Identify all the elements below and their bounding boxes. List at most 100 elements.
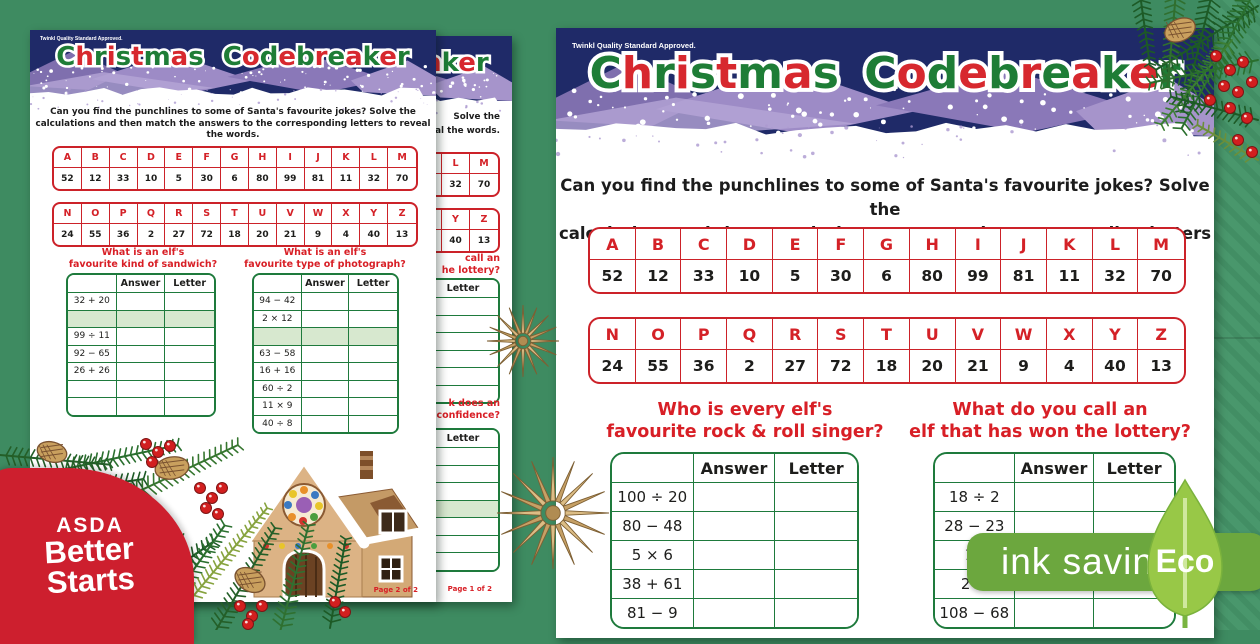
code-letter-cell: N [54,204,82,224]
splatter-speck [658,141,660,143]
calculation-cell: 60 ÷ 2 [254,381,302,399]
snow-speck [188,88,191,91]
splatter-speck [433,94,435,96]
snow-speck [853,112,859,117]
splatter-speck [211,93,212,94]
splatter-speck [1198,152,1201,155]
code-value-cell: 70 [1138,260,1184,292]
answer-table-fragment: Letter [426,428,500,572]
snow-speck [40,82,42,84]
code-letter-cell: T [221,204,249,224]
blank-answer-cell [428,298,498,316]
code-value-cell: 5 [773,260,819,292]
blank-answer-cell [775,599,857,627]
code-letter-cell: S [193,204,221,224]
snow-speck [847,133,849,135]
code-value-cell: 30 [818,260,864,292]
splatter-speck [258,102,261,104]
snow-speck [801,111,807,116]
answer-table-header: Letter [428,280,498,298]
code-value-cell: 72 [193,224,221,245]
code-letter-cell: P [681,319,727,350]
snow-speck [1035,128,1036,129]
splatter-speck [206,90,207,91]
snow-speck [400,85,403,88]
code-value-cell: 30 [193,168,221,189]
holly-berry [247,611,258,622]
splatter-speck [68,88,70,90]
blank-answer-cell [302,311,350,329]
code-letter-cell: N [590,319,636,350]
blank-answer-cell [428,368,498,386]
title-fill-layer: Christmas Codebreaker [556,48,1214,99]
code-letter-cell: R [165,204,193,224]
calculation-cell: 108 − 68 [935,599,1015,627]
snow-speck [324,84,325,85]
snow-speck [636,124,642,129]
calculation-cell: 94 − 42 [254,293,302,311]
code-letter-cell: R [773,319,819,350]
snow-speck [155,89,157,91]
code-value-cell: 11 [1047,260,1093,292]
blank-answer-cell [349,328,397,346]
splatter-speck [85,90,87,92]
snow-speck [676,119,678,121]
splatter-speck [138,103,140,105]
splatter-speck [320,88,323,90]
calculation-cell: 18 ÷ 2 [935,483,1015,512]
answer-table-header [935,454,1015,483]
snow-speck [1144,115,1146,117]
snow-speck [813,119,818,124]
code-value-cell: 80 [910,260,956,292]
blank-answer-cell [165,363,214,381]
splatter-speck [844,126,848,130]
code-letter-cell: G [864,229,910,260]
snow-speck [472,88,475,91]
splatter-speck [398,91,399,92]
blank-answer-cell [117,398,166,415]
snow-speck [42,87,45,90]
splatter-speck [910,125,913,128]
code-letter-cell: W [1001,319,1047,350]
code-letter-cell: L [360,148,388,168]
calculation-cell: 5 × 6 [612,541,694,570]
snow-speck [240,91,242,93]
splatter-speck [181,94,182,95]
code-letter-cell: M [1138,229,1184,260]
answer-table-header: Answer [302,275,350,293]
splatter-speck [97,100,98,101]
code-letter-cell: X [1047,319,1093,350]
calculation-cell [254,328,302,346]
blank-answer-cell [428,448,498,466]
code-letter-cell: Z [470,210,498,230]
calculation-cell: 63 − 58 [254,346,302,364]
blank-answer-cell [302,363,350,381]
code-value-cell: 70 [388,168,416,189]
holly-berry [257,601,268,612]
code-letter-cell: L [1093,229,1139,260]
splatter-speck [390,100,392,102]
splatter-speck [787,127,788,128]
code-letter-cell: H [249,148,277,168]
blank-answer-cell [775,512,857,541]
blank-answer-cell [349,311,397,329]
snow-speck [776,131,781,135]
code-letter-cell: V [956,319,1002,350]
splatter-speck [137,90,138,91]
title-fill-layer: Christmas Codebreaker [30,42,436,72]
blank-answer-cell [165,328,214,346]
blank-answer-cell [165,346,214,364]
splatter-speck [811,152,815,155]
code-value-cell: 52 [54,168,82,189]
snow-speck [1001,116,1007,122]
splatter-speck [277,99,279,101]
code-letter-cell: U [249,204,277,224]
snow-speck [304,86,306,88]
code-letter-cell: K [332,148,360,168]
code-letter-cell: J [305,148,333,168]
code-value-cell: 9 [305,224,333,245]
splatter-speck [239,104,240,105]
splatter-speck [476,101,479,103]
